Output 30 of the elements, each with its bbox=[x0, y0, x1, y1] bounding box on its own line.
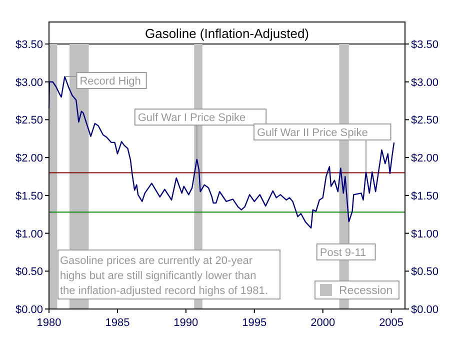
y-tick-label: $0.50 bbox=[15, 266, 43, 278]
line-series bbox=[48, 76, 395, 229]
y2-tick-label: $0.00 bbox=[411, 304, 439, 316]
y-tick-label: $3.00 bbox=[15, 76, 43, 89]
annotation: Gulf War I Price Spike bbox=[138, 112, 246, 124]
y2-tick-label: $2.00 bbox=[411, 152, 439, 165]
y-tick-label: $2.00 bbox=[15, 152, 43, 165]
y2-tick-label: $2.50 bbox=[411, 114, 439, 127]
x-tick-label: 1985 bbox=[105, 317, 130, 329]
x-tick-label: 1990 bbox=[174, 317, 198, 329]
annotation: Gasoline prices are currently at 20-year highs but are still significantly lower than the inflation-adjusted record highs of 1981. bbox=[60, 255, 268, 297]
x-tick-label: 2005 bbox=[379, 317, 404, 329]
x-tick-label: 1980 bbox=[36, 317, 62, 329]
band-label: Recession bbox=[339, 285, 393, 297]
x-tick-label: 1995 bbox=[242, 317, 267, 329]
y-tick-label: $1.50 bbox=[15, 190, 43, 202]
y-tick-label: $3.50 bbox=[15, 39, 43, 51]
y2-tick-label: $1.50 bbox=[411, 190, 439, 202]
y2-tick-label: $0.50 bbox=[411, 266, 439, 278]
annotation: Gulf War II Price Spike bbox=[256, 126, 368, 139]
y2-tick-label: $3.00 bbox=[411, 76, 439, 89]
y2-tick-label: $1.00 bbox=[411, 228, 439, 240]
chart-title: Gasoline (Inflation-Adjusted) bbox=[144, 26, 310, 41]
y-tick-label: $1.00 bbox=[15, 228, 43, 240]
y2-tick-label: $3.50 bbox=[411, 39, 439, 51]
annotation: Post 9-11 bbox=[320, 246, 366, 259]
annotation: Record High bbox=[80, 76, 141, 88]
y-tick-label: $0.00 bbox=[15, 304, 43, 316]
y-tick-label: $2.50 bbox=[15, 114, 43, 127]
x-tick-label: 2000 bbox=[310, 317, 336, 329]
